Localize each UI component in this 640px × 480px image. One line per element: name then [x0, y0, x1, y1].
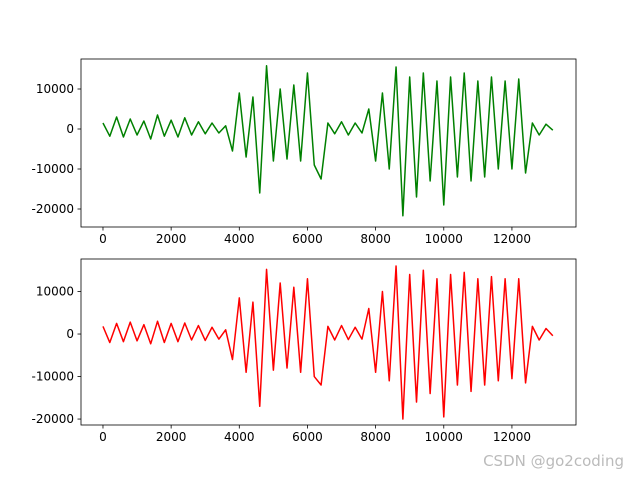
y-tick-label: -10000	[31, 370, 74, 384]
y-tick-label: 10000	[36, 285, 74, 299]
x-tick-label: 6000	[292, 430, 323, 444]
x-tick-label: 8000	[360, 430, 391, 444]
x-tick-label: 10000	[425, 430, 463, 444]
x-tick-label: 0	[99, 232, 107, 246]
y-tick-label: -20000	[31, 202, 74, 216]
x-tick-label: 4000	[224, 430, 255, 444]
axes-frame	[80, 258, 577, 426]
watermark: CSDN @go2coding	[483, 452, 624, 470]
x-tick-label: 10000	[425, 232, 463, 246]
waveform-line	[102, 65, 554, 217]
y-tick-label: 0	[66, 327, 74, 341]
x-tick-label: 12000	[493, 232, 531, 246]
y-tick-label: -10000	[31, 162, 74, 176]
y-tick-label: 0	[66, 122, 74, 136]
x-tick-label: 2000	[156, 430, 187, 444]
x-tick-label: 4000	[224, 232, 255, 246]
y-tick-label: -20000	[31, 412, 74, 426]
axes-frame	[80, 58, 577, 228]
x-tick-label: 6000	[292, 232, 323, 246]
x-tick-label: 0	[99, 430, 107, 444]
x-tick-label: 12000	[493, 430, 531, 444]
waveform-line	[102, 265, 554, 420]
y-tick-label: 10000	[36, 82, 74, 96]
x-tick-label: 2000	[156, 232, 187, 246]
x-tick-label: 8000	[360, 232, 391, 246]
